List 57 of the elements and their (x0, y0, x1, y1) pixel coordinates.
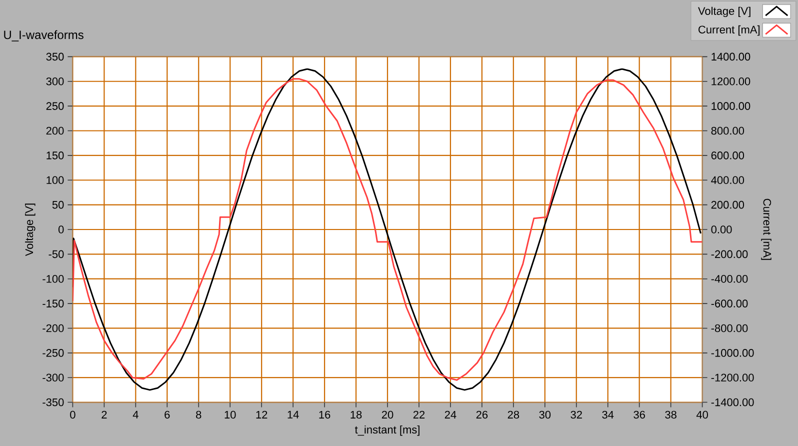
y-tick-label: 100 (46, 176, 64, 184)
x-tick-label: 18 (350, 410, 362, 419)
y-tick-label: 300 (46, 77, 64, 86)
x-axis-title: t_instant [ms] (354, 425, 420, 436)
y2-axis-title: Current [mA] (761, 198, 772, 260)
y-tick-label: -50 (48, 250, 64, 258)
y2-tick-label: 1000.00 (712, 102, 750, 110)
x-tick-label: 32 (570, 410, 582, 419)
x-tick-label: 12 (256, 410, 268, 418)
y-tick-label: 200 (46, 126, 64, 135)
y2-tick-label: -200.00 (711, 250, 748, 258)
y2-tick-label: -1000.00 (711, 349, 754, 357)
y-tick-label: 50 (52, 200, 64, 209)
y-tick-label: -300 (42, 374, 64, 382)
y-tick-label: -100 (42, 274, 64, 283)
y2-tick-label: -800.00 (711, 324, 748, 332)
y-tick-label: 350 (46, 52, 64, 61)
x-tick-label: 20 (382, 410, 394, 419)
chart-title: U_I-waveforms (4, 30, 84, 42)
y2-tick-label: -600.00 (711, 300, 748, 308)
y2-tick-label: 200.00 (711, 200, 744, 209)
legend-label: Current [mA] (698, 25, 760, 36)
x-tick-label: 14 (288, 410, 299, 418)
x-tick-label: 0 (70, 410, 76, 419)
y-tick-label: 150 (46, 152, 64, 160)
y-tick-label: -250 (42, 349, 64, 357)
x-tick-label: 22 (413, 410, 425, 418)
y-tick-label: -150 (42, 300, 64, 308)
legend-label: Voltage [V] (698, 6, 750, 18)
x-tick-label: 30 (539, 410, 551, 419)
y2-tick-label: -1200.00 (711, 374, 754, 382)
x-tick-label: 36 (634, 410, 645, 419)
x-tick-label: 34 (602, 410, 614, 419)
x-tick-label: 26 (476, 410, 488, 419)
x-tick-label: 2 (102, 410, 107, 418)
x-tick-label: 8 (196, 410, 202, 419)
y2-tick-label: 1400.00 (712, 52, 750, 61)
y2-tick-label: 0.00 (711, 226, 732, 234)
x-tick-label: 16 (319, 410, 330, 419)
y-axis-title: Voltage [V] (25, 204, 36, 256)
y-tick-label: -350 (42, 398, 64, 406)
y2-tick-label: 600.00 (711, 152, 744, 160)
x-tick-label: 24 (444, 410, 456, 418)
x-tick-label: 4 (132, 410, 138, 418)
x-tick-label: 38 (665, 410, 676, 419)
y2-tick-label: 1200.00 (712, 77, 750, 86)
y2-tick-label: -1400.00 (711, 398, 754, 406)
x-tick-label: 40 (696, 410, 708, 419)
y-tick-label: -200 (42, 324, 64, 332)
y2-tick-label: 400.00 (711, 176, 744, 184)
x-tick-label: 6 (164, 410, 170, 419)
x-tick-label: 10 (224, 410, 236, 419)
y2-tick-label: -400.00 (711, 274, 748, 283)
y2-tick-label: 800.00 (711, 126, 744, 135)
x-tick-label: 28 (508, 410, 520, 419)
y-tick-label: 0 (58, 226, 64, 234)
y-tick-label: 250 (46, 102, 64, 110)
